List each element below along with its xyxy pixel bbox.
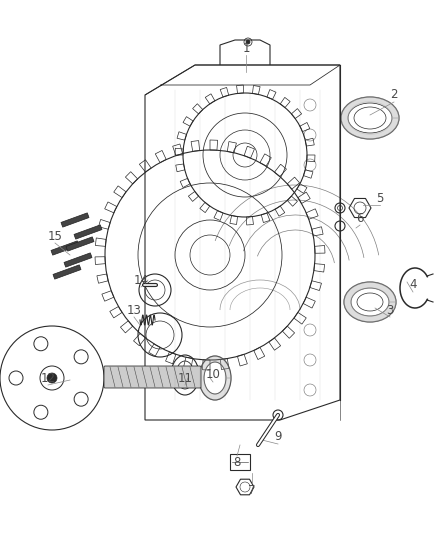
Text: 2: 2	[390, 88, 398, 101]
Text: 1: 1	[242, 42, 250, 54]
Polygon shape	[61, 213, 89, 227]
Text: 4: 4	[409, 279, 417, 292]
Polygon shape	[53, 265, 81, 279]
Text: 5: 5	[376, 191, 384, 205]
Text: 3: 3	[386, 303, 394, 317]
Text: 12: 12	[40, 372, 56, 384]
Text: 14: 14	[134, 273, 148, 287]
Text: 8: 8	[233, 456, 241, 470]
Text: 11: 11	[177, 372, 192, 384]
Text: 9: 9	[274, 431, 282, 443]
Polygon shape	[51, 241, 79, 255]
Polygon shape	[66, 237, 94, 251]
Text: 7: 7	[248, 483, 256, 497]
Circle shape	[47, 373, 57, 383]
Circle shape	[246, 40, 250, 44]
Text: 10: 10	[205, 368, 220, 382]
Polygon shape	[344, 282, 396, 322]
Polygon shape	[64, 253, 92, 267]
Polygon shape	[74, 225, 102, 239]
Text: 15: 15	[48, 230, 63, 243]
Text: 13: 13	[127, 303, 141, 317]
Text: 6: 6	[356, 212, 364, 224]
Polygon shape	[199, 356, 231, 400]
FancyBboxPatch shape	[104, 366, 201, 388]
Polygon shape	[341, 97, 399, 139]
